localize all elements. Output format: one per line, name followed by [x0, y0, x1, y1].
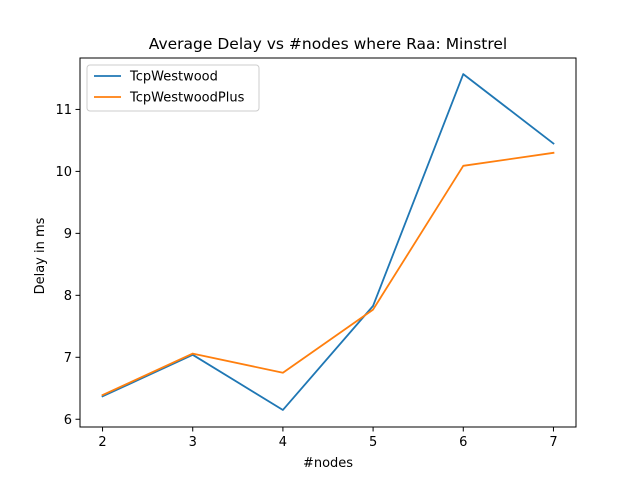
y-tick-label: 11 — [55, 103, 72, 118]
legend-box — [86, 64, 260, 112]
x-tick-label: 3 — [189, 435, 197, 450]
plot-area: 2 3 4 5 6 7 6 7 8 9 10 11 TcpWestwood TcpWestwoodPlus — [55, 57, 577, 450]
legend-entry-1: TcpWestwood — [129, 70, 218, 85]
x-axis-label: #nodes — [303, 456, 353, 471]
y-tick-label: 9 — [64, 227, 72, 242]
plot-frame — [79, 57, 577, 428]
x-tick-label: 2 — [98, 435, 106, 450]
x-tick-label: 4 — [279, 435, 287, 450]
x-tick-label: 7 — [549, 435, 557, 450]
chart-title: Average Delay vs #nodes where Raa: Minst… — [149, 35, 507, 53]
legend-entry-2: TcpWestwoodPlus — [129, 91, 245, 106]
y-axis-label: Delay in ms — [33, 217, 48, 294]
y-tick-label: 7 — [64, 351, 72, 366]
series-line-1 — [101, 73, 555, 411]
y-tick-label: 6 — [64, 413, 72, 428]
y-tick-label: 8 — [64, 289, 72, 304]
x-tick-label: 6 — [459, 435, 467, 450]
x-tick-label: 5 — [369, 435, 377, 450]
series-line-2 — [101, 151, 555, 397]
y-tick-label: 10 — [55, 165, 72, 180]
